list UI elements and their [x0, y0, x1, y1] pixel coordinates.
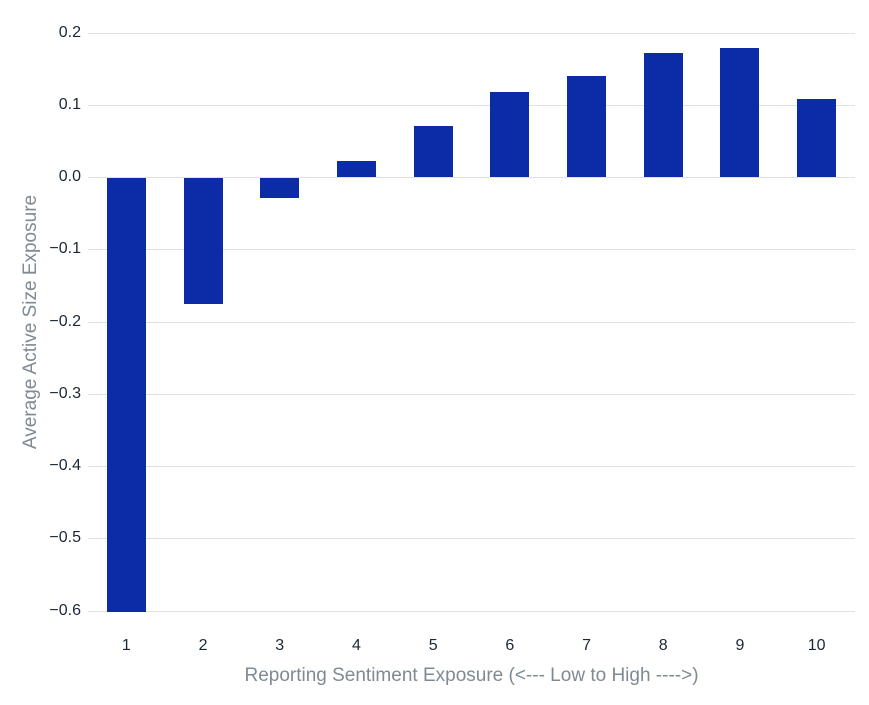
y-tick-label: 0.2	[58, 23, 81, 41]
bar-category-1	[106, 178, 146, 612]
y-tick-label: 0.1	[58, 95, 81, 113]
gridline	[88, 610, 855, 612]
x-tick-label: 8	[658, 637, 668, 654]
bar-category-6	[490, 92, 530, 177]
y-tick-label: −0.6	[49, 601, 81, 619]
gridline	[88, 177, 855, 178]
bar-category-5	[413, 126, 453, 177]
bar-category-3	[260, 178, 300, 199]
y-tick-label: −0.1	[49, 240, 81, 258]
x-tick-label: 4	[351, 637, 361, 654]
bar-category-7	[567, 75, 607, 177]
y-tick-label: 0.0	[58, 168, 81, 185]
gridline	[88, 321, 855, 323]
gridline	[88, 104, 855, 106]
bar-category-2	[183, 178, 223, 305]
bar-category-4	[336, 161, 376, 177]
x-tick-label: 7	[582, 637, 591, 654]
x-tick-label: 9	[735, 637, 745, 654]
gridline	[88, 466, 855, 467]
gridline	[88, 249, 855, 251]
gridline	[88, 393, 855, 395]
bar-category-9	[720, 47, 760, 177]
bar-category-10	[797, 98, 837, 177]
x-tick-label: 1	[121, 637, 131, 654]
x-tick-label: 10	[807, 637, 826, 654]
x-tick-label: 2	[198, 637, 208, 654]
gridline	[88, 538, 855, 540]
bar-category-8	[643, 52, 683, 177]
x-tick-label: 3	[275, 637, 285, 654]
x-axis-title: Reporting Sentiment Exposure (<--- Low t…	[244, 665, 699, 686]
y-tick-label: −0.4	[49, 457, 81, 474]
gridline	[88, 32, 855, 34]
y-tick-label: −0.2	[49, 312, 81, 330]
x-tick-label: 6	[505, 637, 515, 654]
y-axis-title: Average Active Size Exposure	[20, 194, 41, 450]
y-tick-label: −0.5	[49, 529, 81, 547]
x-tick-label: 5	[428, 637, 438, 654]
y-tick-label: −0.3	[49, 384, 81, 402]
